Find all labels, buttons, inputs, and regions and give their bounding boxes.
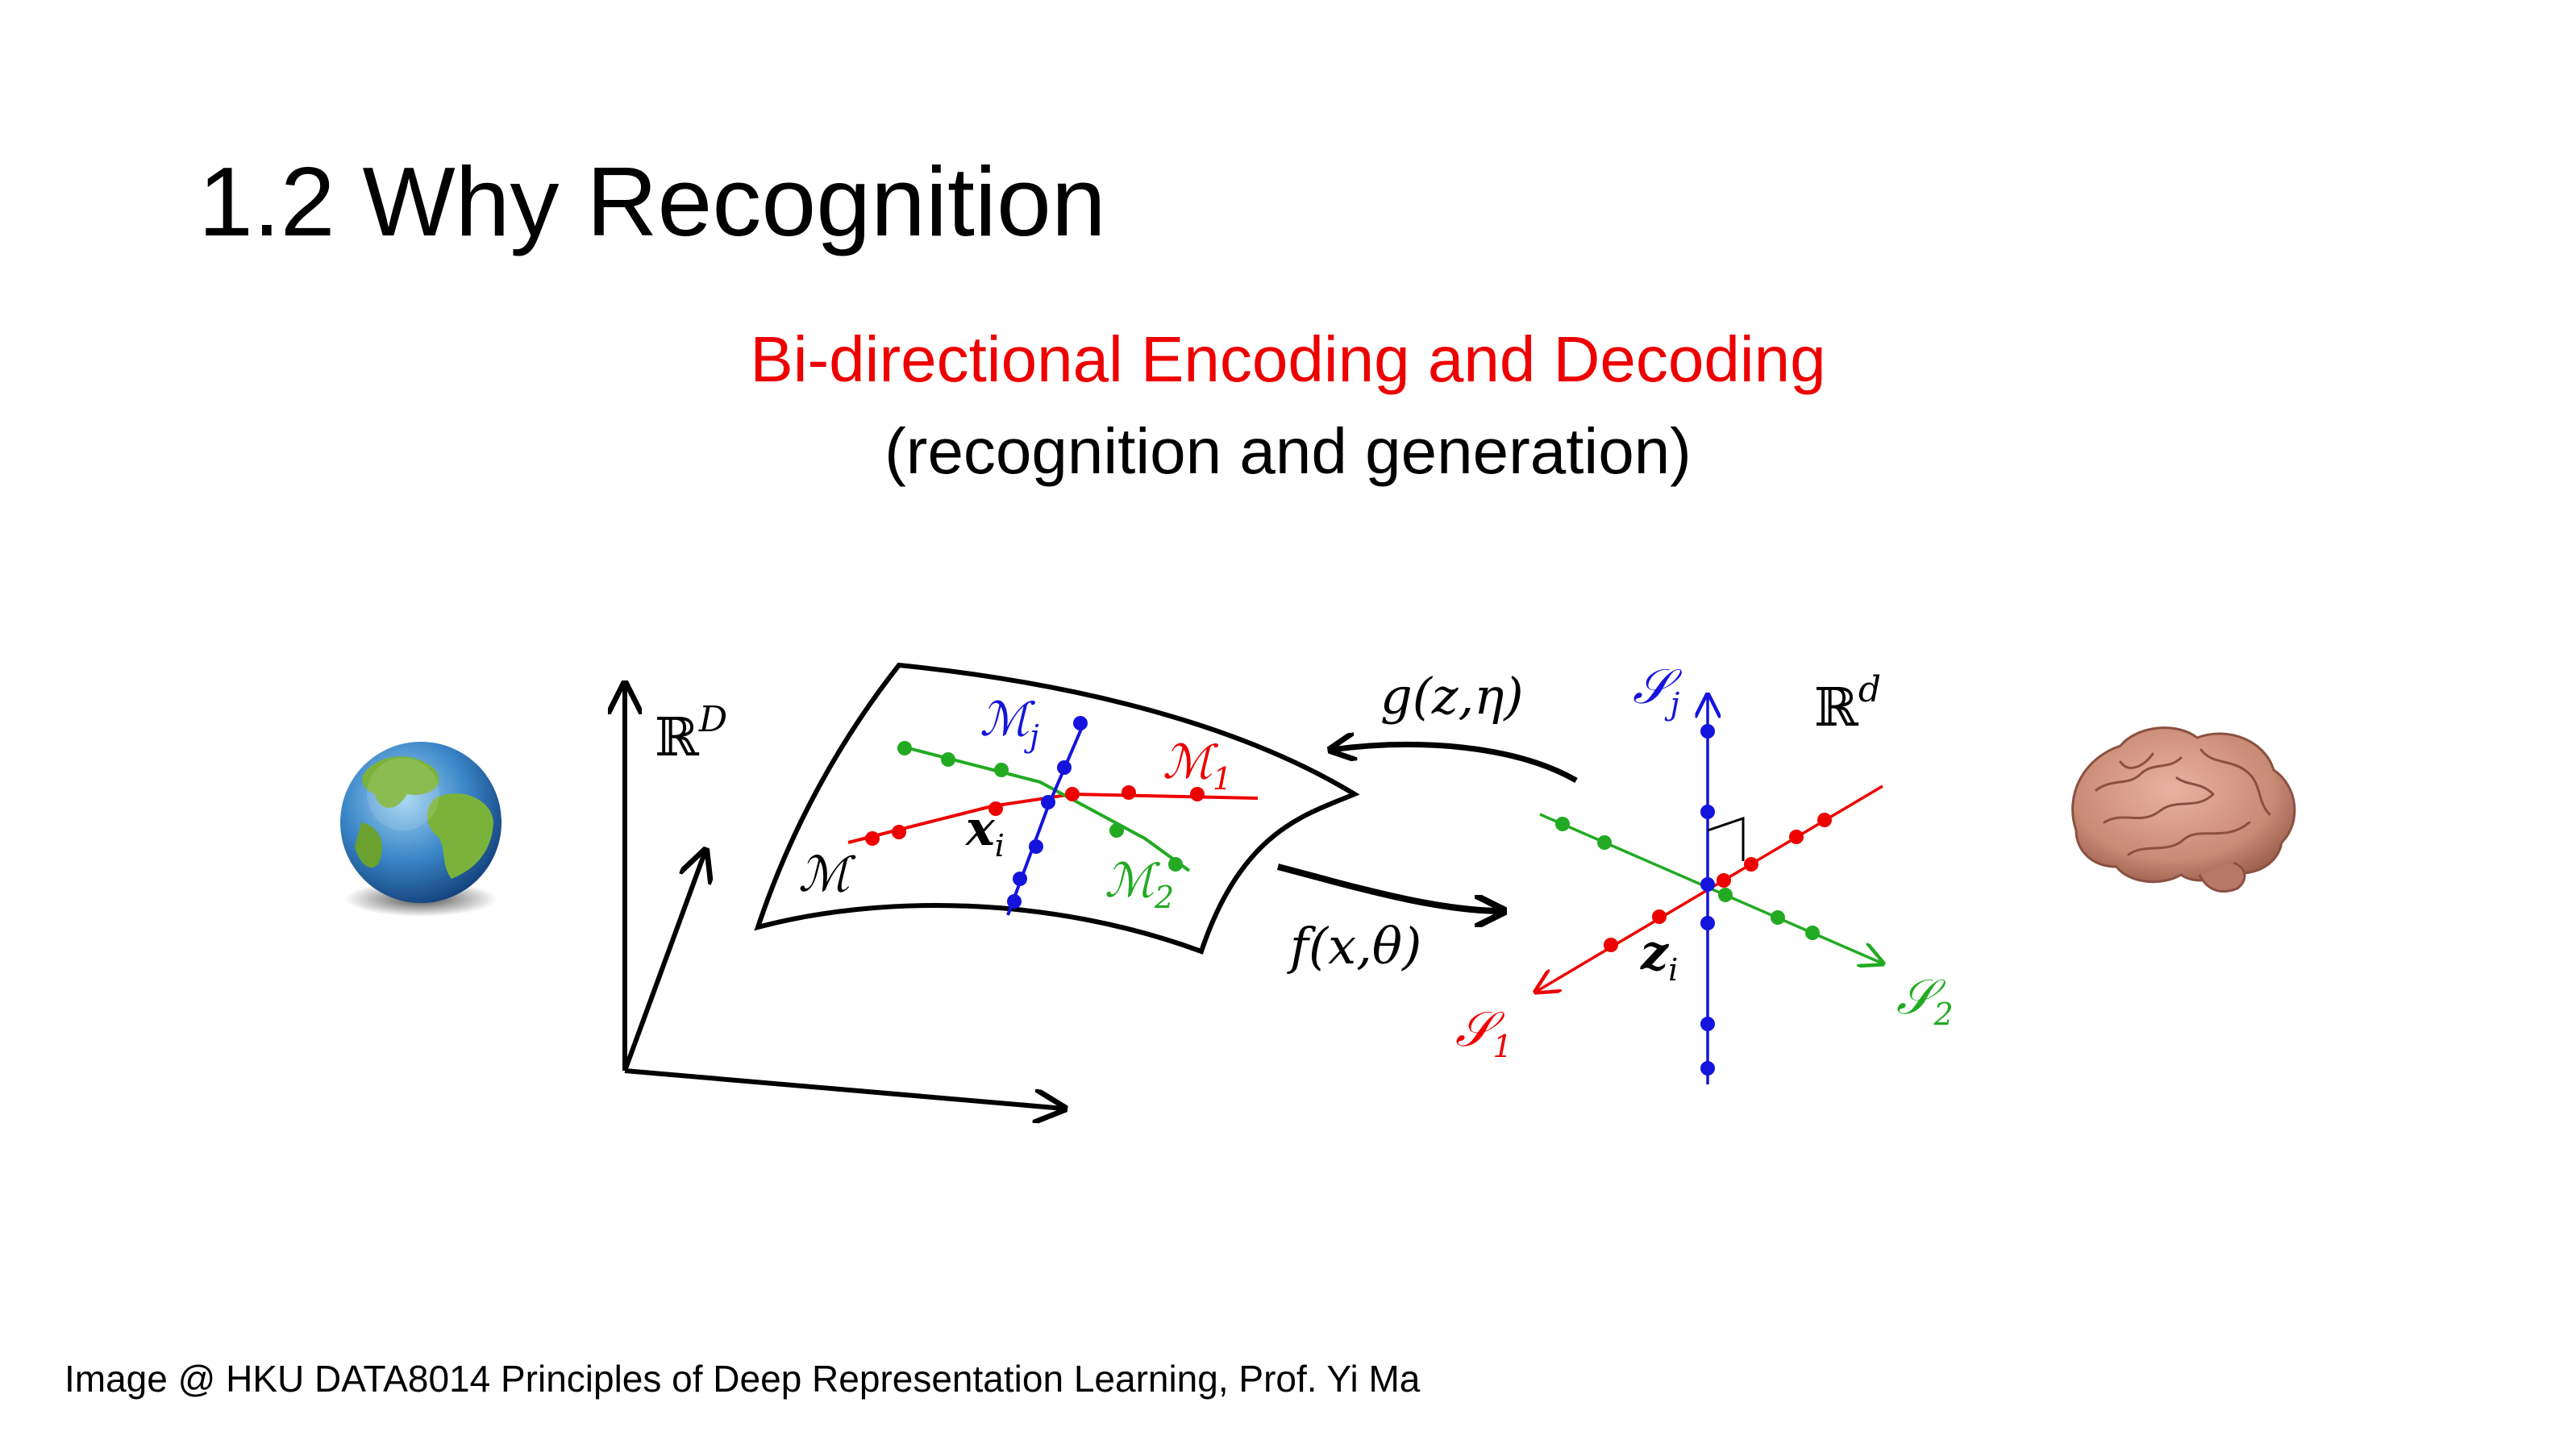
point-x-label: xi bbox=[964, 801, 1005, 863]
manifold-red-points bbox=[865, 785, 1205, 846]
manifold-blue-points bbox=[1007, 716, 1088, 909]
subtitle-encoding-decoding: Bi-directional Encoding and Decoding bbox=[750, 323, 1826, 395]
feature-space-label: ℝd bbox=[1814, 669, 1881, 739]
submanifold-red-curve bbox=[847, 792, 1259, 844]
human-brain-icon bbox=[2071, 726, 2296, 893]
submanifold-1-label: ℳ1 bbox=[1163, 734, 1232, 797]
subspace-1-label: 𝒮1 bbox=[1455, 1001, 1513, 1064]
subtitle-recognition-generation: (recognition and generation) bbox=[884, 415, 1692, 487]
decoder-arrow bbox=[1330, 744, 1578, 784]
earth-globe-icon bbox=[340, 742, 501, 917]
subspace-red-points bbox=[1604, 813, 1832, 952]
submanifold-j-label: ℳj bbox=[980, 692, 1039, 754]
encoder-arrow bbox=[1276, 863, 1504, 911]
subspace-green-points bbox=[1555, 817, 1820, 940]
subspace-2-label: 𝒮2 bbox=[1896, 969, 1954, 1032]
subspace-blue-points bbox=[1700, 724, 1715, 1076]
manifold-green-points bbox=[897, 741, 1183, 872]
image-credit: Image @ HKU DATA8014 Principles of Deep … bbox=[65, 1358, 1421, 1400]
manifold-label: ℳ bbox=[798, 847, 856, 903]
manifold-sheet bbox=[754, 662, 1360, 955]
ambient-space-axes bbox=[625, 684, 1064, 1109]
decoder-label: g(z,η) bbox=[1380, 667, 1524, 726]
orthogonality-mark bbox=[1707, 816, 1745, 861]
ambient-space-label: ℝD bbox=[655, 699, 727, 768]
submanifold-2-label: ℳ2 bbox=[1105, 853, 1174, 915]
subspace-j-label: 𝒮j bbox=[1633, 659, 1683, 722]
point-z-label: zi bbox=[1640, 925, 1678, 988]
encoder-label: f(x,θ) bbox=[1287, 917, 1421, 976]
submanifold-green-curve bbox=[898, 744, 1191, 872]
slide-title: 1.2 Why Recognition bbox=[198, 147, 1106, 256]
